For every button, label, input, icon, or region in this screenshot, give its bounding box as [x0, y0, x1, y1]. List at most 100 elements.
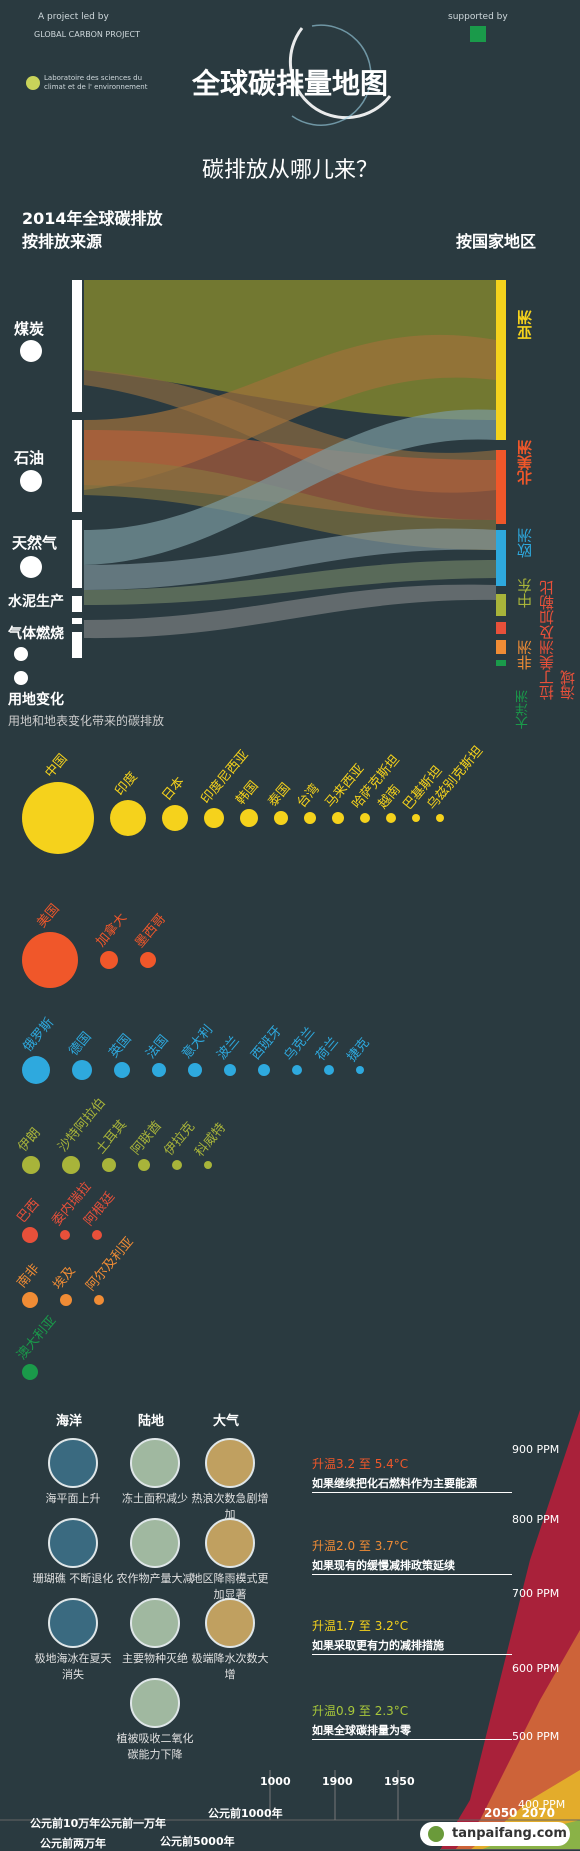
scenario-desc-3: 如果全球碳排量为零: [312, 1724, 411, 1737]
bubble-label-4-0: 巴西: [14, 1196, 43, 1226]
ppm-label-1: 800 PPM: [512, 1513, 560, 1526]
impact-icon-1-0: [130, 1438, 180, 1488]
leaf-icon: [428, 1826, 444, 1842]
bubble-0-1: [110, 800, 146, 836]
bubble-label-1-0: 美国: [34, 901, 63, 931]
bubble-label-5-1: 埃及: [50, 1263, 79, 1293]
ppm-label-3: 600 PPM: [512, 1662, 560, 1675]
bubble-label-1-1: 加拿大: [93, 910, 131, 950]
impact-caption-2-2: 极端降水次数大增: [191, 1652, 269, 1681]
lsce-logo-icon: [26, 76, 40, 90]
scenario-desc-1: 如果现有的缓慢减排政策延续: [312, 1559, 455, 1572]
region-label-asia: 亚洲: [516, 310, 534, 340]
scenario-temp-2: 升温1.7 至 3.2°C: [312, 1619, 409, 1633]
sankey-left-title-2: 按排放来源: [22, 232, 103, 251]
scenario-temp-0: 升温3.2 至 5.4°C: [312, 1457, 409, 1471]
region-label-oceania: 大洋洲: [516, 690, 531, 729]
bar-oil: [72, 420, 82, 512]
bubble-label-2-7: 乌克兰: [281, 1024, 319, 1064]
tl-label-100k: 公元前10万年: [30, 1817, 101, 1830]
bubble-5-2: [94, 1295, 104, 1305]
bubble-label-2-9: 捷克: [344, 1035, 373, 1065]
region-label-middle-east: 中东: [516, 578, 534, 608]
bubble-5-0: [22, 1292, 38, 1308]
bubble-2-5: [224, 1064, 236, 1076]
bubble-0-2: [162, 805, 188, 831]
bubble-3-5: [204, 1161, 212, 1169]
gcp-logo: GLOBAL CARBON PROJECT: [34, 30, 140, 39]
source-label-cement: 水泥生产: [8, 594, 64, 610]
bubble-label-3-5: 科威特: [192, 1120, 230, 1160]
land-use-note: 用地和地表变化带来的碳排放: [8, 714, 165, 728]
bubble-0-11: [436, 814, 444, 822]
scenario-temp-1: 升温2.0 至 3.7°C: [312, 1539, 409, 1553]
tl-label-5000bc: 公元前5000年: [160, 1835, 235, 1848]
bubble-0-10: [412, 814, 420, 822]
scenario-temp-3: 升温0.9 至 2.3°C: [312, 1704, 409, 1718]
bubble-label-2-1: 德国: [66, 1029, 95, 1059]
scenario-underline-0: [312, 1492, 512, 1493]
impact-icon-0-1: [48, 1518, 98, 1568]
ppm-label-0: 900 PPM: [512, 1443, 560, 1456]
bubble-label-0-2: 日本: [159, 774, 188, 804]
bubble-4-2: [92, 1230, 102, 1240]
sankey-left-title-1: 2014年全球碳排放: [22, 209, 163, 228]
bubble-label-2-4: 意大利: [179, 1022, 217, 1062]
bubble-5-1: [60, 1294, 72, 1306]
bubble-label-3-0: 伊朗: [15, 1125, 44, 1155]
watermark-badge: [420, 1822, 570, 1846]
bar-asia: [496, 280, 506, 440]
bubble-2-2: [114, 1062, 130, 1078]
bubble-2-8: [324, 1065, 334, 1075]
bubble-3-1: [62, 1156, 80, 1174]
bubble-4-1: [60, 1230, 70, 1240]
bubble-label-3-2: 土耳其: [93, 1117, 131, 1157]
bubble-0-0: [22, 782, 94, 854]
region-label-europe: 欧洲: [516, 528, 534, 558]
bubble-2-3: [152, 1063, 166, 1077]
bar-coal: [72, 280, 82, 412]
region-label-north-america: 北美洲: [516, 440, 534, 485]
bubble-0-9: [386, 813, 396, 823]
bubble-0-5: [274, 811, 288, 825]
oil-drop-icon: [20, 470, 42, 492]
bubble-4-0: [22, 1227, 38, 1243]
impact-icon-0-2: [48, 1598, 98, 1648]
impact-title-2: 大气: [213, 1414, 240, 1429]
bubble-label-0-4: 韩国: [233, 778, 262, 808]
coal-icon: [20, 340, 42, 362]
source-label-land: 用地变化: [8, 692, 64, 708]
impact-title-0: 海洋: [56, 1414, 83, 1429]
impact-caption-0-1: 珊瑚礁 不断退化: [32, 1572, 114, 1585]
tl-label-1000bc: 公元前1000年: [208, 1807, 283, 1820]
bubble-1-1: [100, 951, 118, 969]
impact-caption-0-0: 海平面上升: [45, 1492, 101, 1505]
impact-icon-2-0: [205, 1438, 255, 1488]
impact-icon-1-2: [130, 1598, 180, 1648]
impact-title-1: 陆地: [138, 1414, 165, 1429]
tl-label-1900: 1900: [322, 1775, 353, 1788]
region-label-africa: 非洲: [516, 640, 534, 670]
bubble-2-6: [258, 1064, 270, 1076]
flare-icon: [14, 647, 28, 661]
supported-by-text: supported by: [448, 12, 508, 22]
bubble-3-2: [102, 1158, 116, 1172]
bubble-2-9: [356, 1066, 364, 1074]
bar-gas: [72, 520, 82, 588]
timeline: [0, 1760, 580, 1850]
bubble-2-0: [22, 1056, 50, 1084]
scenario-desc-2: 如果采取更有力的减排措施: [312, 1639, 444, 1652]
bar-oceania: [496, 660, 506, 666]
bubble-label-3-3: 阿联酋: [128, 1118, 166, 1158]
impact-icon-1-1: [130, 1518, 180, 1568]
tl-label-10k: 公元前一万年: [100, 1817, 166, 1830]
bubble-label-0-5: 泰国: [265, 780, 294, 810]
source-label-flaring: 气体燃烧: [8, 626, 64, 642]
bubble-label-0-6: 台湾: [294, 781, 323, 811]
scenario-underline-1: [312, 1574, 512, 1575]
bar-middle-east: [496, 594, 506, 616]
impact-caption-2-1: 地区降雨模式更加显著: [191, 1572, 269, 1601]
source-label-coal: 煤炭: [14, 320, 45, 338]
bubble-3-0: [22, 1156, 40, 1174]
watermark-text: tanpaifang.com: [452, 1826, 567, 1841]
